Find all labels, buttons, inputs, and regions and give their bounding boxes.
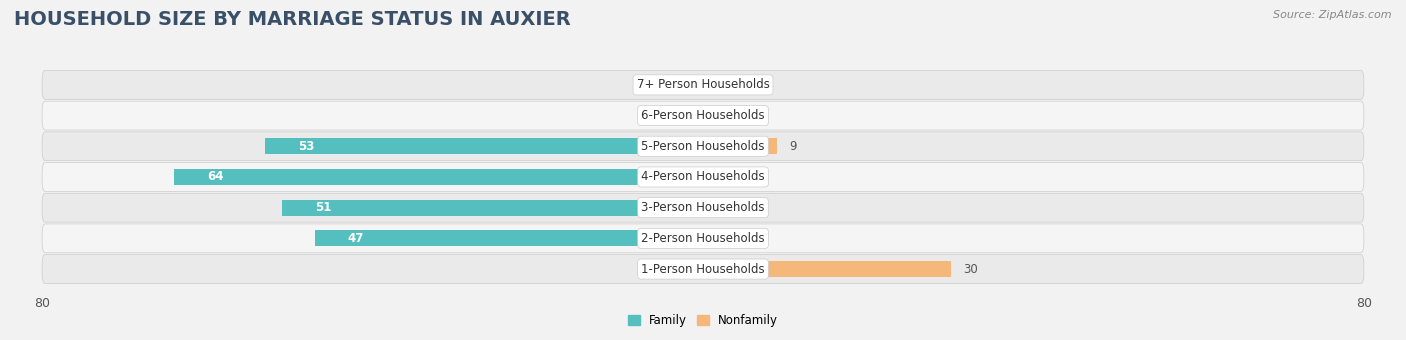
Text: 0: 0 [647,262,654,275]
Text: 3-Person Households: 3-Person Households [641,201,765,214]
Text: Source: ZipAtlas.com: Source: ZipAtlas.com [1274,10,1392,20]
Text: 0: 0 [756,109,763,122]
Bar [703,77,744,93]
FancyBboxPatch shape [42,101,1364,130]
Bar [281,200,703,216]
Bar [703,200,744,216]
FancyBboxPatch shape [42,224,1364,253]
Text: 1-Person Households: 1-Person Households [641,262,765,275]
Bar [174,169,703,185]
Legend: Family, Nonfamily: Family, Nonfamily [623,309,783,332]
Bar [662,77,703,93]
Bar [703,261,950,277]
Text: 64: 64 [207,170,224,184]
Text: 0: 0 [647,109,654,122]
Text: 53: 53 [298,140,315,153]
Bar [662,107,703,123]
Text: 0: 0 [756,79,763,91]
Bar [703,169,744,185]
Bar [266,138,703,154]
Text: 0: 0 [756,232,763,245]
FancyBboxPatch shape [42,70,1364,99]
Text: 0: 0 [756,170,763,184]
FancyBboxPatch shape [42,255,1364,284]
FancyBboxPatch shape [42,163,1364,191]
FancyBboxPatch shape [42,132,1364,161]
Text: 30: 30 [963,262,979,275]
Text: 0: 0 [756,201,763,214]
Text: 4-Person Households: 4-Person Households [641,170,765,184]
Text: 7+ Person Households: 7+ Person Households [637,79,769,91]
Text: HOUSEHOLD SIZE BY MARRIAGE STATUS IN AUXIER: HOUSEHOLD SIZE BY MARRIAGE STATUS IN AUX… [14,10,571,29]
Text: 6-Person Households: 6-Person Households [641,109,765,122]
Text: 5-Person Households: 5-Person Households [641,140,765,153]
Bar [703,138,778,154]
Bar [315,231,703,246]
Text: 2-Person Households: 2-Person Households [641,232,765,245]
Bar [703,107,744,123]
Text: 9: 9 [790,140,797,153]
Text: 47: 47 [347,232,364,245]
Text: 51: 51 [315,201,332,214]
Text: 0: 0 [647,79,654,91]
Bar [662,261,703,277]
FancyBboxPatch shape [42,193,1364,222]
Bar [703,231,744,246]
